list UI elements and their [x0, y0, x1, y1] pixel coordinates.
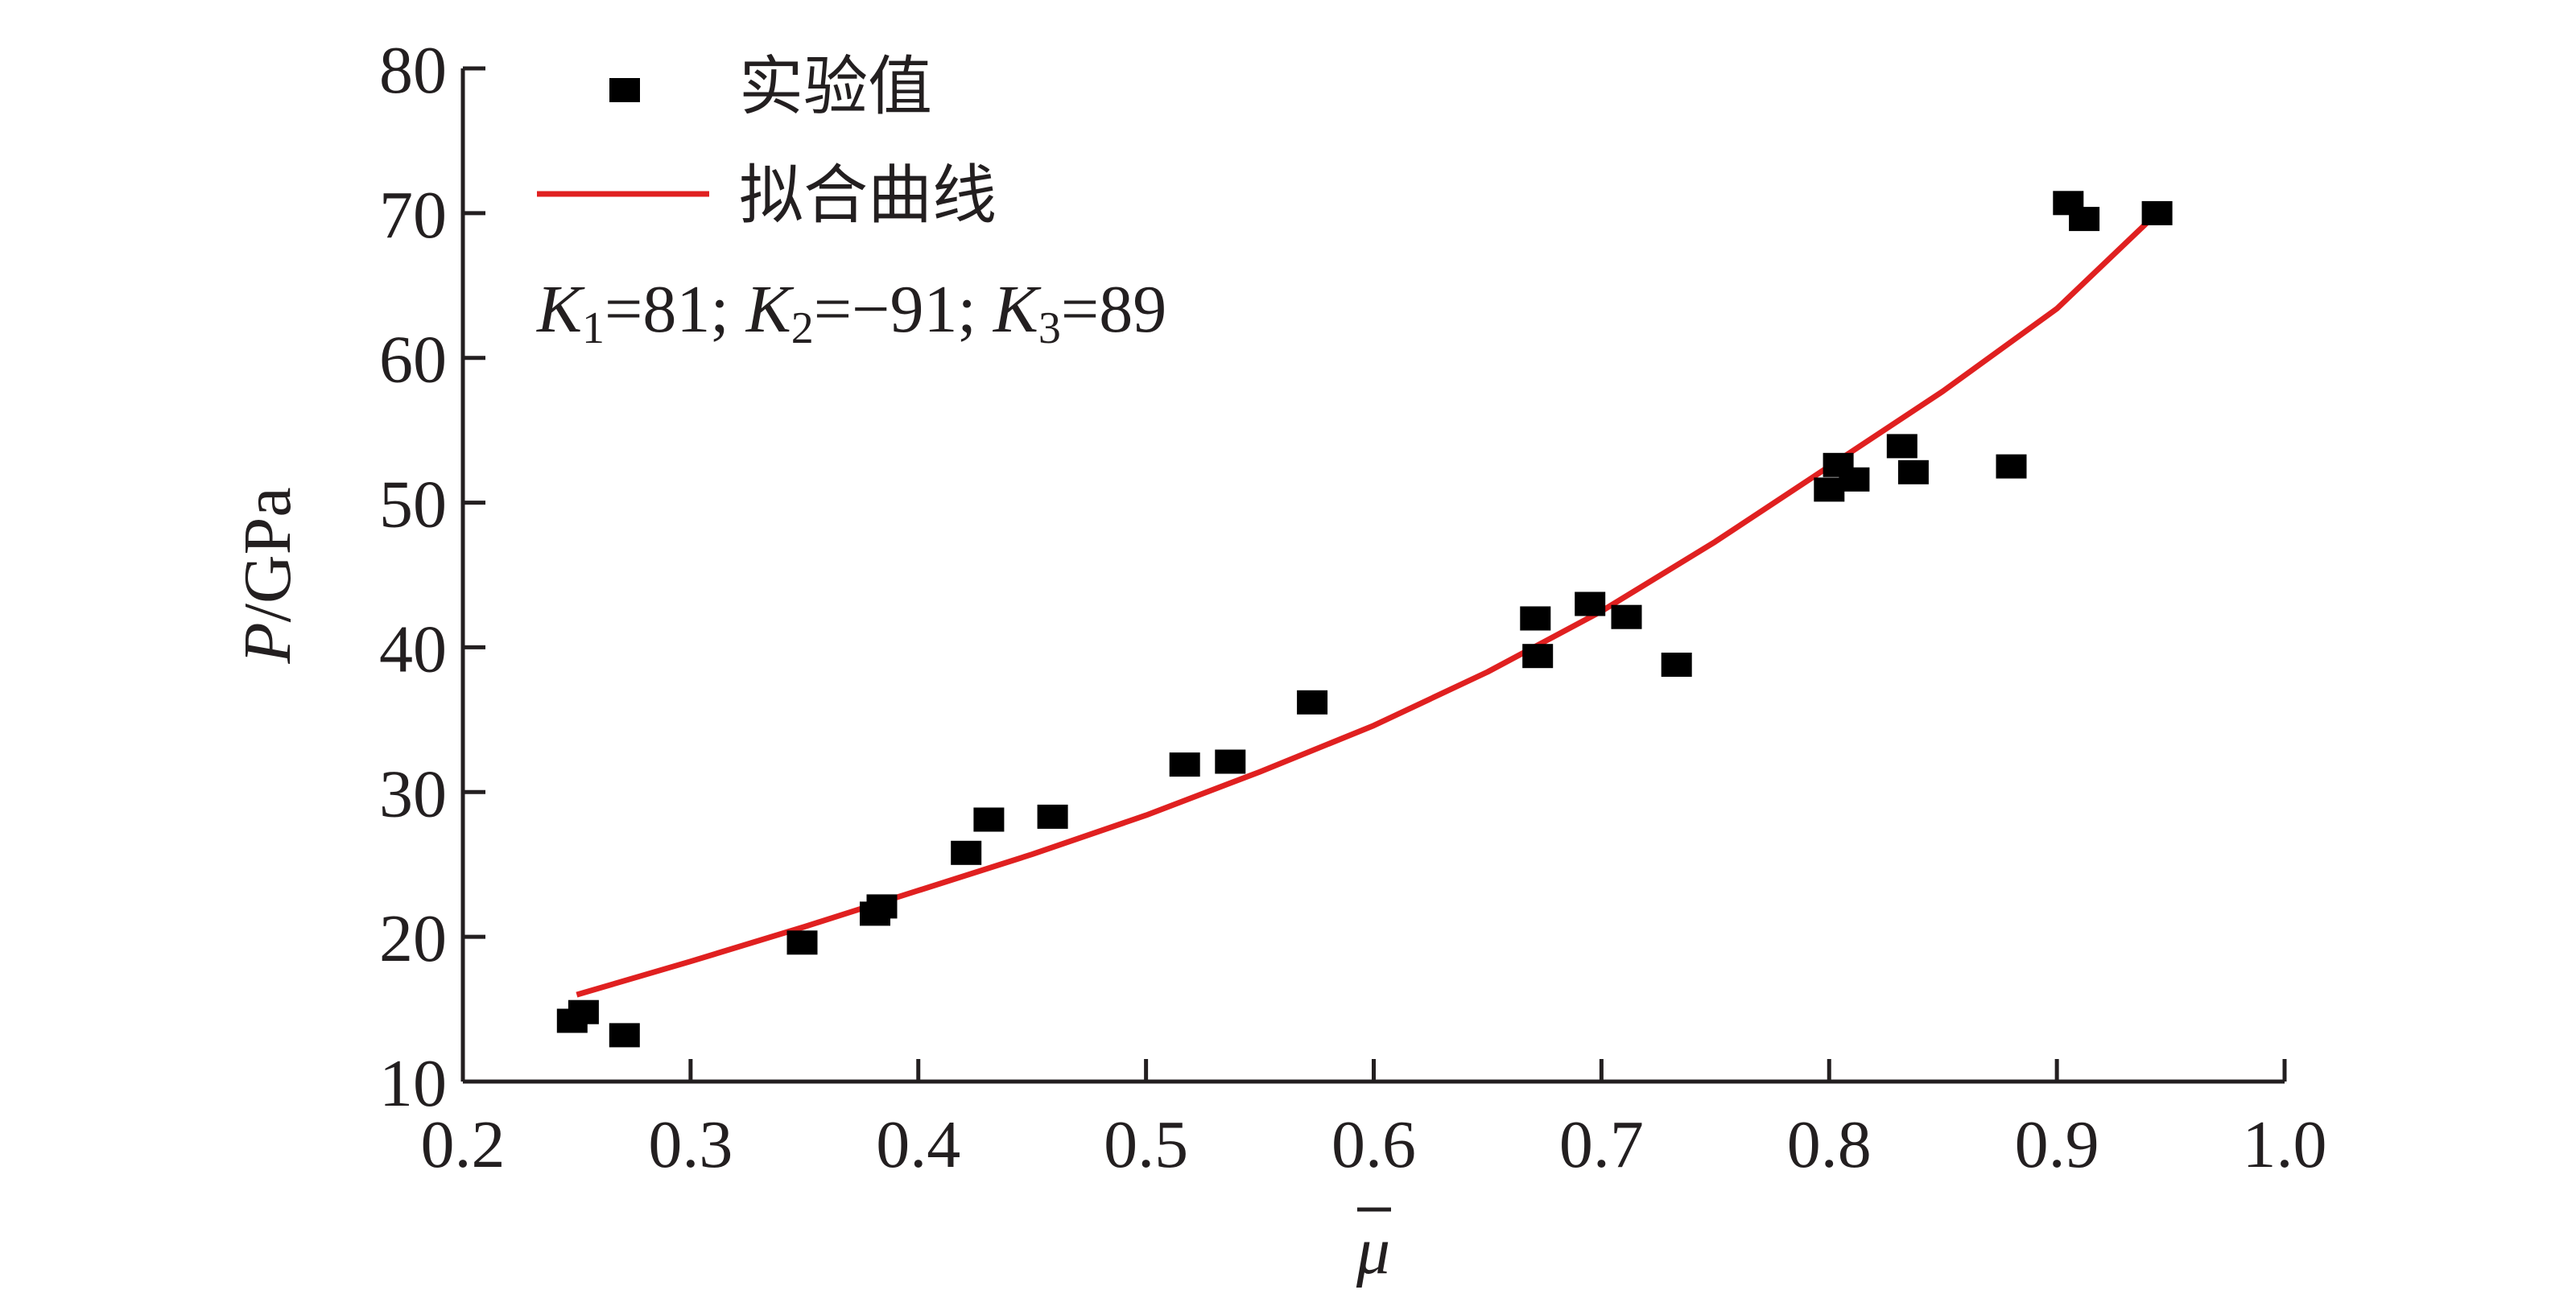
k2-variable: K [745, 272, 795, 347]
data-point [1575, 591, 1606, 616]
y-axis-title-variable: P [230, 622, 305, 664]
legend-marker-experimental [609, 78, 640, 102]
x-tick-label: 0.4 [876, 1107, 960, 1182]
data-point [1611, 604, 1642, 629]
data-point [973, 807, 1005, 832]
y-tick-label: 40 [379, 612, 447, 686]
data-point [786, 930, 818, 955]
k1-subscript: 1 [582, 303, 605, 353]
x-axis-title: μ [1356, 1214, 1390, 1288]
k3-subscript: 3 [1038, 303, 1061, 353]
y-tick-label: 50 [379, 468, 447, 542]
experimental-points-series [556, 191, 2173, 1048]
k3-variable: K [993, 272, 1042, 347]
fit-curve-line [576, 220, 2150, 998]
data-point [2069, 207, 2100, 232]
data-point [1215, 749, 1246, 774]
x-tick-label: 0.2 [421, 1107, 506, 1182]
x-tick-label: 0.8 [1787, 1107, 1872, 1182]
data-point [1037, 804, 1068, 829]
ticks [460, 66, 2287, 1084]
x-tick-label: 0.7 [1559, 1107, 1644, 1182]
x-tick-label: 1.0 [2243, 1107, 2327, 1182]
fit-parameters-annotation: K1=81; K2=−91; K3=89 [536, 272, 1166, 353]
legend-label-experimental: 实验值 [739, 49, 932, 124]
y-tick-label: 60 [379, 323, 447, 398]
y-axis-title-unit: /GPa [230, 487, 305, 622]
data-point [568, 999, 599, 1024]
x-tick-label: 0.5 [1104, 1107, 1188, 1182]
data-point [1661, 653, 1692, 677]
k1-value: =81; [605, 272, 746, 347]
y-tick-label: 30 [379, 756, 447, 831]
k3-value: =89 [1061, 272, 1166, 347]
data-point [1996, 454, 2027, 479]
x-tick-label: 0.9 [2015, 1107, 2099, 1182]
y-tick-label: 20 [379, 901, 447, 976]
data-point [1522, 644, 1554, 669]
data-point [1839, 467, 1870, 492]
k1-variable: K [536, 272, 585, 347]
k2-value: =−91; [814, 272, 993, 347]
y-tick-label: 10 [379, 1046, 447, 1121]
data-point [1886, 434, 1918, 459]
k2-subscript: 2 [791, 303, 814, 353]
tick-labels: 0.2 0.3 0.4 0.5 0.6 0.7 0.8 0.9 1.0 10 20 30 40 50 60 7… [379, 33, 2327, 1182]
axes [460, 68, 2285, 1084]
data-point [2141, 200, 2173, 225]
fit-curve-series [576, 220, 2150, 998]
data-point [1297, 690, 1328, 715]
data-point [866, 894, 898, 919]
data-point [951, 840, 982, 865]
legend: 实验值 拟合曲线 [537, 49, 997, 233]
x-tick-label: 0.3 [648, 1107, 733, 1182]
data-point [1520, 606, 1551, 631]
y-axis-title: P/GPa [230, 487, 305, 664]
y-tick-label: 80 [379, 33, 447, 108]
data-point [1169, 752, 1200, 777]
data-point [609, 1023, 640, 1048]
y-tick-label: 70 [379, 178, 447, 253]
x-tick-label: 0.6 [1331, 1107, 1416, 1182]
legend-label-fit: 拟合曲线 [739, 158, 997, 233]
data-point [1897, 459, 1929, 484]
